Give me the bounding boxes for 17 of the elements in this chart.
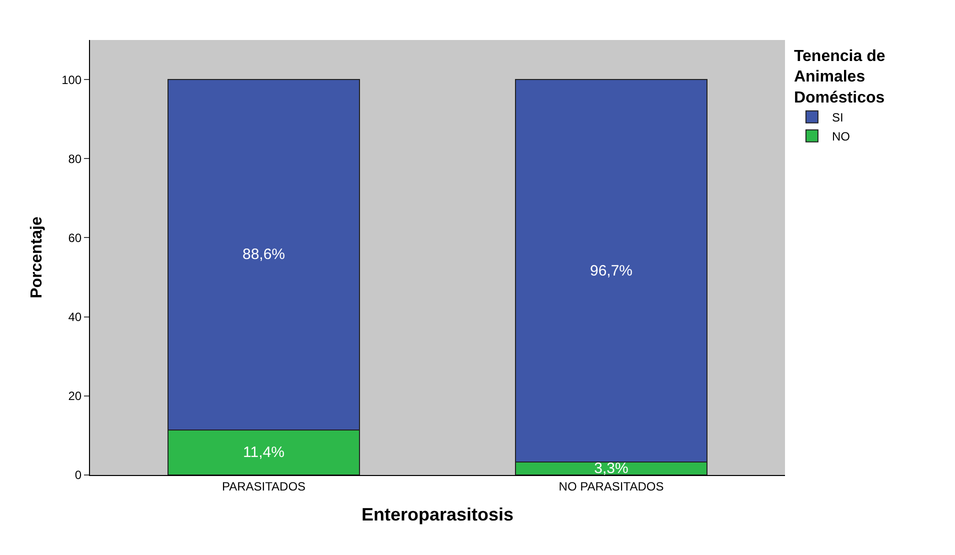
data-label: 11,4%	[243, 444, 284, 461]
legend-title: Tenencia de Animales Domésticos	[794, 48, 886, 106]
legend-label: NO	[832, 130, 850, 144]
x-tick-label: NO PARASITADOS	[558, 479, 664, 494]
y-tick-label: 40	[68, 310, 82, 324]
y-tick-label: 0	[74, 468, 82, 482]
y-tick-label: 60	[68, 230, 82, 245]
x-tick-label: PARASITADOS	[222, 479, 306, 494]
x-axis-title: Enteroparasitosis	[361, 504, 514, 524]
data-label: 3,3%	[594, 460, 628, 477]
data-label: 96,7%	[590, 262, 633, 280]
y-tick-label: 80	[68, 152, 82, 166]
y-tick-label: 100	[62, 72, 82, 87]
data-label: 88,6%	[242, 246, 286, 264]
y-tick-label: 20	[68, 389, 82, 404]
legend-label: SI	[832, 110, 844, 125]
y-axis-title: Porcentaje	[28, 216, 46, 298]
